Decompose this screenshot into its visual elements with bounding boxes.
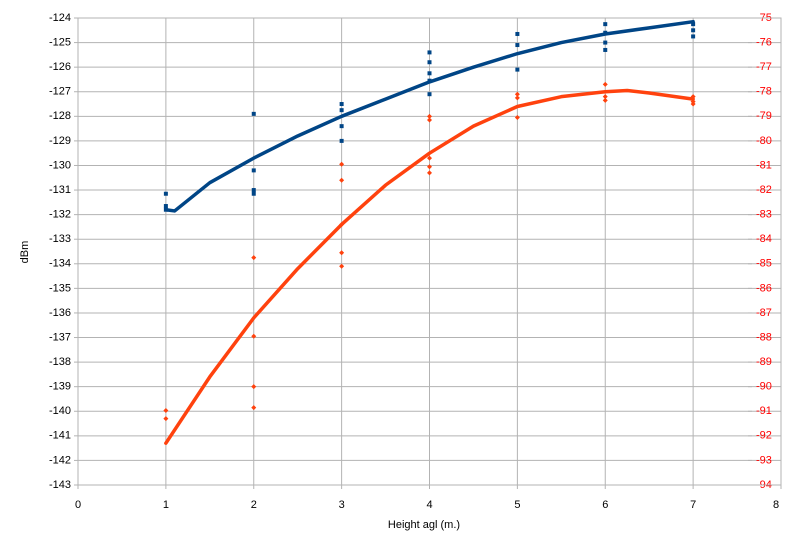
data-point <box>251 333 257 339</box>
data-point <box>514 95 520 101</box>
y-tick-label: -132 <box>49 209 71 221</box>
data-point <box>514 91 520 97</box>
y-tick-label: -141 <box>49 430 71 442</box>
data-point <box>514 115 520 121</box>
y2-tick-label: -82 <box>756 184 772 196</box>
data-point <box>515 31 520 36</box>
x-tick-label: 7 <box>690 499 696 511</box>
y-tick-label: -130 <box>49 159 71 171</box>
data-point <box>339 161 345 167</box>
data-point <box>251 111 256 116</box>
data-point <box>339 124 344 129</box>
y-axis-label: dBm <box>19 241 31 264</box>
y-tick-label: -127 <box>49 86 71 98</box>
data-point <box>251 191 256 196</box>
y-tick-label: -131 <box>49 184 71 196</box>
data-point <box>339 250 345 256</box>
y-tick-label: -138 <box>49 356 71 368</box>
data-point <box>602 97 608 103</box>
x-tick-label: 5 <box>514 499 520 511</box>
y-tick-label: -129 <box>49 135 71 147</box>
data-point <box>603 22 608 27</box>
y2-tick-label: -90 <box>756 381 772 393</box>
data-point <box>603 47 608 52</box>
y-tick-label: -133 <box>49 233 71 245</box>
data-point <box>427 50 432 55</box>
trend-line <box>164 19 695 213</box>
y2-tick-label: -76 <box>756 36 772 48</box>
y2-tick-label: -80 <box>756 135 772 147</box>
data-point <box>339 108 344 113</box>
x-tick-label: 3 <box>339 499 345 511</box>
y2-tick-label: -87 <box>756 307 772 319</box>
y-tick-label: -134 <box>49 258 71 270</box>
y-tick-label: -143 <box>49 479 71 491</box>
data-point <box>427 155 432 161</box>
data-point <box>163 191 168 196</box>
y2-tick-label: -81 <box>756 159 772 171</box>
data-point <box>339 263 345 269</box>
data-point <box>427 71 432 76</box>
y2-tick-label: -91 <box>756 405 772 417</box>
data-point <box>339 102 344 107</box>
x-tick-label: 6 <box>602 499 608 511</box>
data-point <box>427 170 432 176</box>
plot-frame <box>77 17 782 486</box>
x-tick-label: 0 <box>75 499 81 511</box>
data-point <box>163 204 168 209</box>
data-point <box>427 113 432 119</box>
y-tick-label: -139 <box>49 381 71 393</box>
x-axis-label: Height agl (m.) <box>388 519 460 531</box>
data-point <box>602 81 608 87</box>
y2-tick-label: -93 <box>756 454 772 466</box>
y2-tick-label: -92 <box>756 430 772 442</box>
data-point <box>427 117 432 123</box>
y2-tick-label: -78 <box>756 86 772 98</box>
y-tick-label: -140 <box>49 405 71 417</box>
y-tick-label: -142 <box>49 454 71 466</box>
y2-tick-label: -89 <box>756 356 772 368</box>
data-point <box>251 188 256 193</box>
y2-tick-label: -79 <box>756 110 772 122</box>
data-point <box>691 28 696 33</box>
y-tick-label: -126 <box>49 61 71 73</box>
data-point <box>602 94 608 100</box>
data-point <box>339 177 345 183</box>
x-tick-label: 4 <box>426 499 432 511</box>
data-point <box>691 22 696 27</box>
data-point <box>427 92 432 97</box>
data-point <box>163 408 169 414</box>
data-point <box>427 164 432 170</box>
y-tick-label: -125 <box>49 36 71 48</box>
y2-tick-label: -86 <box>756 282 772 294</box>
data-point <box>251 405 257 411</box>
data-point <box>251 168 256 173</box>
y-tick-label: -124 <box>49 12 71 24</box>
data-point <box>339 138 344 143</box>
data-point <box>515 43 520 48</box>
data-point <box>251 384 257 390</box>
y2-tick-label: -85 <box>756 258 772 270</box>
y-tick-label: -137 <box>49 331 71 343</box>
x-tick-label: 8 <box>773 499 779 511</box>
data-point <box>603 40 608 45</box>
x-tick-label: 2 <box>251 499 257 511</box>
data-point <box>691 34 696 39</box>
trend-line <box>164 88 695 445</box>
data-point <box>251 255 257 261</box>
data-point <box>427 60 432 65</box>
y-tick-label: -136 <box>49 307 71 319</box>
y2-tick-label: -84 <box>756 233 772 245</box>
data-point <box>515 67 520 72</box>
y-tick-label: -135 <box>49 282 71 294</box>
x-tick-label: 1 <box>163 499 169 511</box>
y2-tick-label: -88 <box>756 331 772 343</box>
y-tick-label: -128 <box>49 110 71 122</box>
data-point <box>163 416 169 422</box>
y2-tick-label: -83 <box>756 209 772 221</box>
data-point <box>690 101 696 107</box>
y2-tick-label: -77 <box>756 61 772 73</box>
